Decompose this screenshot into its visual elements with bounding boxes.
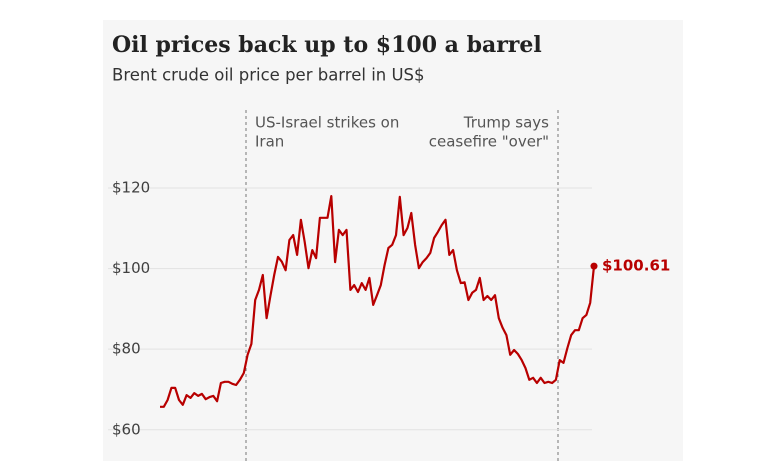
y-tick-label: $80 — [112, 340, 141, 358]
y-tick-label: $100 — [112, 259, 150, 277]
chart-subtitle: Brent crude oil price per barrel in US$ — [112, 66, 425, 85]
y-tick-label: $120 — [112, 178, 150, 196]
annotation: ceasefire "over" — [429, 133, 549, 151]
end-point — [590, 262, 598, 270]
y-tick-label: $60 — [112, 420, 141, 438]
annotation: Trump says — [463, 114, 549, 132]
annotation: Iran — [255, 133, 284, 151]
annotation: US-Israel strikes on — [255, 114, 399, 132]
chart-title: Oil prices back up to $100 a barrel — [112, 32, 542, 58]
value-label: $100.61 — [602, 257, 670, 275]
price-line — [160, 195, 596, 408]
